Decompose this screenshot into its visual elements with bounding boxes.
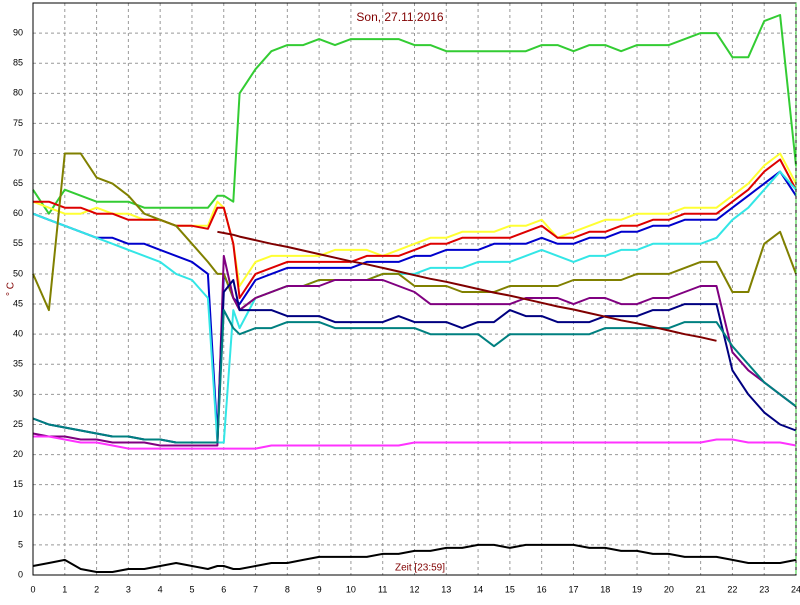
y-tick-label: 55: [13, 238, 23, 248]
y-tick-label: 75: [13, 118, 23, 128]
y-tick-label: 35: [13, 359, 23, 369]
series-line: [32, 254, 797, 447]
x-tick-label: 15: [505, 584, 515, 594]
y-tick-label: 45: [13, 298, 23, 308]
x-tick-label: 11: [378, 584, 387, 594]
x-tick-label: 22: [727, 584, 737, 594]
y-tick-label: 85: [13, 58, 23, 68]
y-tick-label: 50: [13, 268, 23, 278]
x-tick-label: 0: [30, 584, 35, 594]
y-tick-label: 90: [13, 27, 23, 37]
y-tick-label: 10: [13, 509, 23, 519]
y-tick-label: 60: [13, 208, 23, 218]
series-line: [32, 309, 797, 444]
x-tick-label: 18: [600, 584, 610, 594]
x-tick-label: 21: [696, 584, 706, 594]
x-axis-label: Zeit [23:59]: [395, 563, 445, 574]
x-tick-label: 6: [221, 584, 226, 594]
x-tick-label: 19: [632, 584, 642, 594]
x-tick-label: 12: [409, 584, 419, 594]
chart-title: Son, 27.11.2016: [356, 10, 444, 24]
y-tick-label: 25: [13, 419, 23, 429]
x-tick-label: 24: [791, 584, 800, 594]
x-tick-label: 1: [62, 584, 67, 594]
y-tick-label: 40: [13, 329, 23, 339]
y-tick-label: 20: [13, 449, 23, 459]
x-tick-label: 2: [94, 584, 99, 594]
x-tick-label: 5: [189, 584, 194, 594]
x-tick-label: 8: [285, 584, 290, 594]
x-tick-label: 9: [317, 584, 322, 594]
x-tick-label: 4: [158, 584, 163, 594]
series-line: [32, 543, 797, 573]
lines: [32, 14, 797, 573]
x-tick-label: 14: [473, 584, 483, 594]
x-tick-label: 23: [759, 584, 769, 594]
y-tick-label: 5: [18, 539, 23, 549]
series-line: [33, 435, 797, 450]
y-tick-label: 15: [13, 479, 23, 489]
y-tick-label: 0: [18, 569, 23, 579]
series-line: [32, 170, 797, 438]
y-tick-label: 65: [13, 178, 23, 188]
x-tick-label: 17: [568, 584, 578, 594]
x-tick-label: 10: [346, 584, 356, 594]
x-tick-label: 13: [441, 584, 451, 594]
grid: [32, 3, 797, 576]
x-tick-label: 20: [664, 584, 674, 594]
y-tick-label: 80: [13, 88, 23, 98]
y-tick-label: 30: [13, 389, 23, 399]
series-line: [32, 152, 797, 312]
y-tick-label: 70: [13, 148, 23, 158]
series-line: [217, 230, 717, 342]
x-tick-label: 16: [537, 584, 547, 594]
series-line: [32, 14, 797, 215]
x-tick-label: 3: [126, 584, 131, 594]
x-tick-label: 7: [253, 584, 258, 594]
y-axis-label: ° C: [6, 282, 17, 296]
plot-frame: [32, 2, 797, 576]
